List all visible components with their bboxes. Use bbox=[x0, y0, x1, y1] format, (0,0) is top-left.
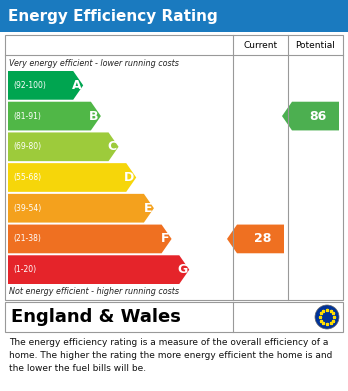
Text: C: C bbox=[108, 140, 117, 153]
Polygon shape bbox=[8, 71, 83, 100]
Polygon shape bbox=[282, 102, 339, 131]
Text: (21-38): (21-38) bbox=[13, 235, 41, 244]
Polygon shape bbox=[8, 194, 154, 222]
Polygon shape bbox=[227, 224, 284, 253]
Text: Potential: Potential bbox=[295, 41, 335, 50]
Polygon shape bbox=[8, 163, 136, 192]
Text: (92-100): (92-100) bbox=[13, 81, 46, 90]
Text: (81-91): (81-91) bbox=[13, 111, 41, 120]
Text: (39-54): (39-54) bbox=[13, 204, 41, 213]
Text: (55-68): (55-68) bbox=[13, 173, 41, 182]
Text: (69-80): (69-80) bbox=[13, 142, 41, 151]
Polygon shape bbox=[8, 102, 101, 131]
Circle shape bbox=[315, 305, 339, 329]
Text: Very energy efficient - lower running costs: Very energy efficient - lower running co… bbox=[9, 59, 179, 68]
Text: A: A bbox=[72, 79, 81, 92]
Polygon shape bbox=[8, 224, 172, 253]
Text: England & Wales: England & Wales bbox=[11, 308, 181, 326]
Text: F: F bbox=[161, 232, 169, 246]
Text: (1-20): (1-20) bbox=[13, 265, 36, 274]
Text: 86: 86 bbox=[309, 109, 326, 122]
Text: Not energy efficient - higher running costs: Not energy efficient - higher running co… bbox=[9, 287, 179, 296]
Text: E: E bbox=[143, 202, 152, 215]
Polygon shape bbox=[8, 133, 119, 161]
Text: G: G bbox=[177, 263, 187, 276]
Bar bbox=[5, 302, 343, 332]
Text: B: B bbox=[89, 109, 99, 122]
Polygon shape bbox=[8, 255, 189, 284]
Text: Current: Current bbox=[244, 41, 278, 50]
Text: Energy Efficiency Rating: Energy Efficiency Rating bbox=[8, 9, 218, 23]
Text: 28: 28 bbox=[254, 232, 271, 246]
Text: D: D bbox=[124, 171, 134, 184]
Bar bbox=[5, 35, 343, 300]
Text: The energy efficiency rating is a measure of the overall efficiency of a home. T: The energy efficiency rating is a measur… bbox=[9, 338, 332, 373]
Bar bbox=[0, 0, 348, 32]
